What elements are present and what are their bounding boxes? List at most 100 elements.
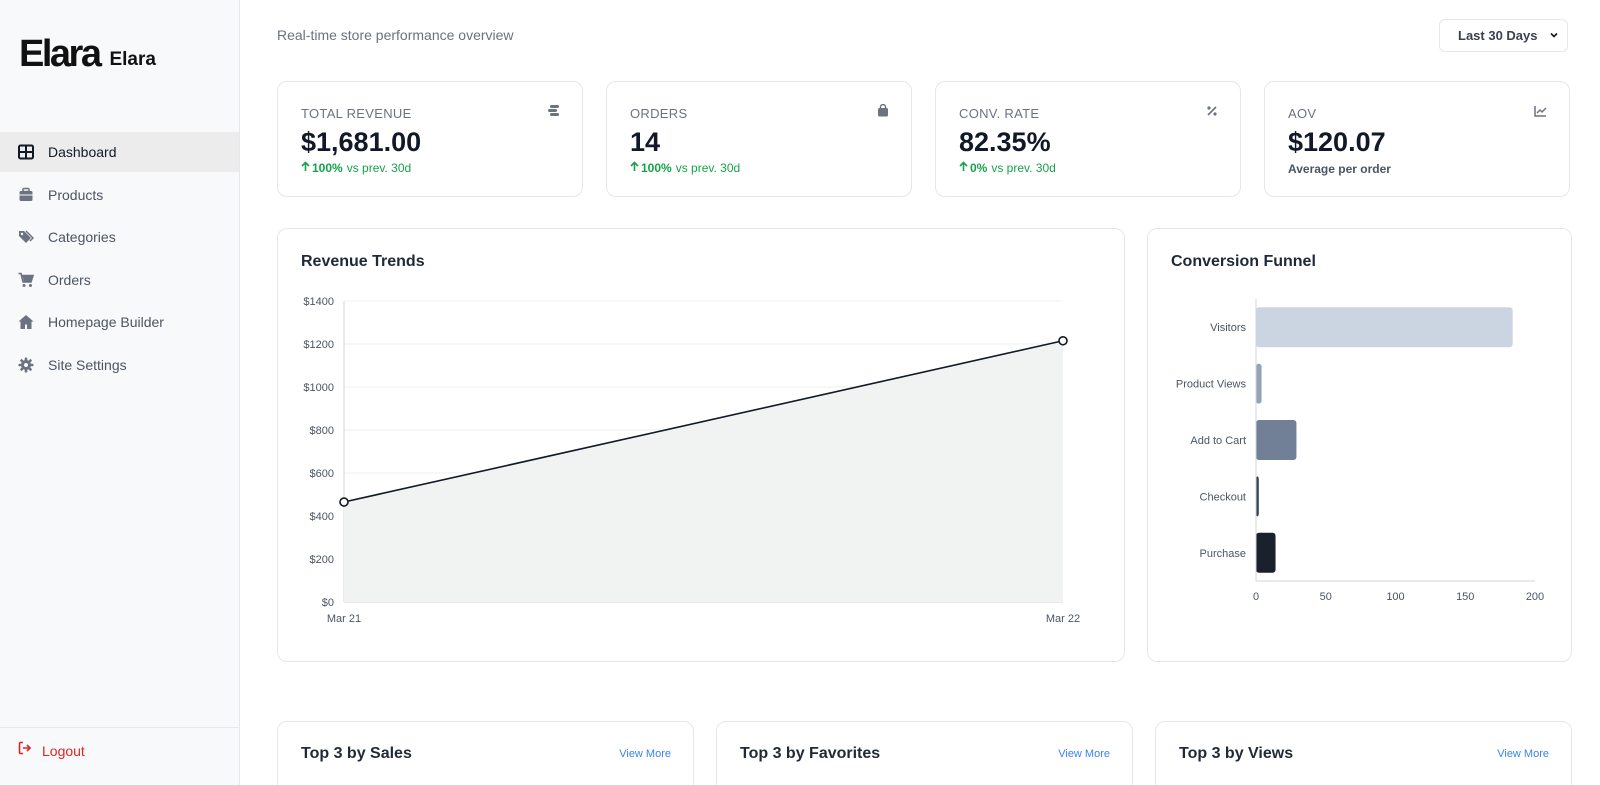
brand-name: Elara — [109, 49, 156, 70]
arrow-up-icon — [301, 161, 310, 175]
top-favorites-title: Top 3 by Favorites — [740, 745, 881, 762]
stat-card-conversion: CONV. RATE 82.35% 0% vs prev. 30d — [935, 81, 1241, 197]
funnel-chart: Visitors Product Views Add to Cart Checkout… — [1176, 299, 1544, 603]
funnel-category-label: Checkout — [1200, 491, 1246, 503]
sidebar-item-site-settings[interactable]: Site Settings — [0, 345, 239, 385]
x-tick-label: 0 — [1253, 591, 1259, 603]
x-tick-label: 50 — [1320, 591, 1332, 603]
view-more-link[interactable]: View More — [619, 748, 671, 760]
revenue-trends-title: Revenue Trends — [301, 253, 425, 270]
stat-delta-suffix: vs prev. 30d — [675, 161, 741, 175]
stat-label: AOV — [1288, 106, 1317, 121]
y-tick-label: $0 — [322, 597, 334, 609]
page-subtitle: Real-time store performance overview — [277, 27, 514, 43]
stat-value: 82.35% — [959, 127, 1051, 157]
grid-icon — [18, 144, 34, 160]
chart-line-icon — [1534, 104, 1547, 122]
stat-card-revenue: TOTAL REVENUE $1,681.00 100% vs prev. 30… — [277, 81, 583, 197]
main-content: Real-time store performance overview Las… — [240, 0, 1600, 785]
logout-label: Logout — [42, 742, 85, 759]
brand-logo: Elara — [19, 33, 102, 75]
stat-value: 14 — [630, 127, 661, 157]
tags-icon — [18, 229, 34, 245]
revenue-trends-card: Revenue Trends $0 $200 $400 $600 $800 $1000 $1… — [277, 228, 1125, 662]
chevron-down-icon — [1549, 28, 1559, 43]
top-views-title: Top 3 by Views — [1179, 745, 1294, 762]
view-more-link[interactable]: View More — [1497, 748, 1549, 760]
revenue-chart: $0 $200 $400 $600 $800 $1000 $1200 $1400 Mar 21 M… — [303, 296, 1080, 625]
percent-icon — [1206, 104, 1218, 122]
logout-icon — [18, 741, 32, 760]
conversion-funnel-title: Conversion Funnel — [1171, 253, 1316, 270]
x-tick-label: 150 — [1456, 591, 1474, 603]
stat-delta: 0% vs prev. 30d — [959, 161, 1056, 175]
brand[interactable]: Elara Elara — [19, 33, 156, 75]
stat-label: ORDERS — [630, 106, 688, 121]
home-icon — [18, 314, 34, 330]
y-tick-label: $1400 — [303, 296, 334, 308]
x-tick-label: Mar 21 — [327, 613, 361, 625]
sidebar-item-label: Dashboard — [48, 144, 117, 160]
revenue-line — [343, 339, 1064, 503]
stat-card-aov: AOV $120.07 Average per order — [1264, 81, 1570, 197]
stat-label: TOTAL REVENUE — [301, 106, 412, 121]
funnel-bar — [1256, 363, 1262, 404]
stat-delta-suffix: vs prev. 30d — [991, 161, 1056, 175]
funnel-category-label: Purchase — [1200, 548, 1246, 560]
sidebar-item-orders[interactable]: Orders — [0, 260, 239, 300]
funnel-bar — [1256, 420, 1297, 460]
arrow-up-icon — [959, 161, 968, 175]
stat-delta: 100% vs prev. 30d — [301, 161, 411, 175]
y-tick-label: $1000 — [303, 382, 334, 394]
date-range-select[interactable]: Last 30 Days — [1439, 19, 1568, 52]
revenue-point — [339, 497, 349, 507]
sidebar-item-label: Homepage Builder — [48, 314, 164, 330]
sidebar-item-label: Site Settings — [48, 356, 127, 373]
sidebar-item-products[interactable]: Products — [0, 175, 239, 215]
sidebar-item-homepage-builder[interactable]: Homepage Builder — [0, 302, 239, 342]
y-tick-label: $200 — [310, 554, 334, 566]
funnel-bar — [1256, 476, 1259, 517]
sidebar-item-dashboard[interactable]: Dashboard — [0, 132, 239, 172]
y-tick-label: $600 — [310, 468, 334, 480]
revenue-area — [344, 340, 1063, 602]
x-tick-label: 200 — [1526, 591, 1544, 603]
top-favorites-card: Top 3 by Favorites View More — [716, 721, 1133, 785]
x-tick-label: Mar 22 — [1046, 613, 1080, 625]
x-tick-label: 100 — [1386, 591, 1404, 603]
cart-icon — [18, 272, 34, 288]
conversion-funnel-card: Conversion Funnel Visitors Product Views A… — [1147, 228, 1572, 662]
stat-delta-value: 0% — [970, 161, 988, 175]
coins-icon — [547, 104, 560, 122]
date-range-value: Last 30 Days — [1458, 28, 1538, 43]
stat-value: $120.07 — [1288, 127, 1386, 157]
top-sales-card: Top 3 by Sales View More — [277, 721, 694, 785]
top-sales-title: Top 3 by Sales — [301, 745, 412, 762]
y-tick-label: $400 — [310, 511, 334, 523]
funnel-category-label: Add to Cart — [1190, 435, 1246, 447]
funnel-category-label: Visitors — [1210, 322, 1246, 334]
sidebar-nav: Dashboard Products Categories Orders — [0, 132, 239, 387]
y-tick-label: $800 — [310, 425, 334, 437]
y-tick-label: $1200 — [303, 339, 334, 351]
arrow-up-icon — [630, 161, 639, 175]
funnel-category-label: Product Views — [1176, 379, 1247, 391]
bag-icon — [877, 103, 889, 122]
sidebar-item-label: Products — [48, 186, 104, 203]
top-views-card: Top 3 by Views View More — [1155, 721, 1572, 785]
sidebar-item-label: Orders — [48, 271, 91, 288]
box-icon — [18, 187, 34, 203]
stat-card-orders: ORDERS 14 100% vs prev. 30d — [606, 81, 912, 197]
stat-delta-suffix: vs prev. 30d — [346, 161, 412, 175]
funnel-bar — [1256, 307, 1513, 348]
gear-icon — [18, 357, 34, 373]
logout-button[interactable]: Logout — [0, 727, 239, 785]
view-more-link[interactable]: View More — [1058, 748, 1110, 760]
stat-delta-value: 100% — [312, 161, 343, 175]
stat-delta: 100% vs prev. 30d — [630, 161, 740, 175]
stat-value: $1,681.00 — [301, 127, 422, 157]
sidebar-item-categories[interactable]: Categories — [0, 217, 239, 257]
stat-note: Average per order — [1288, 162, 1391, 176]
sidebar-item-label: Categories — [48, 229, 116, 245]
funnel-bar — [1256, 532, 1276, 573]
